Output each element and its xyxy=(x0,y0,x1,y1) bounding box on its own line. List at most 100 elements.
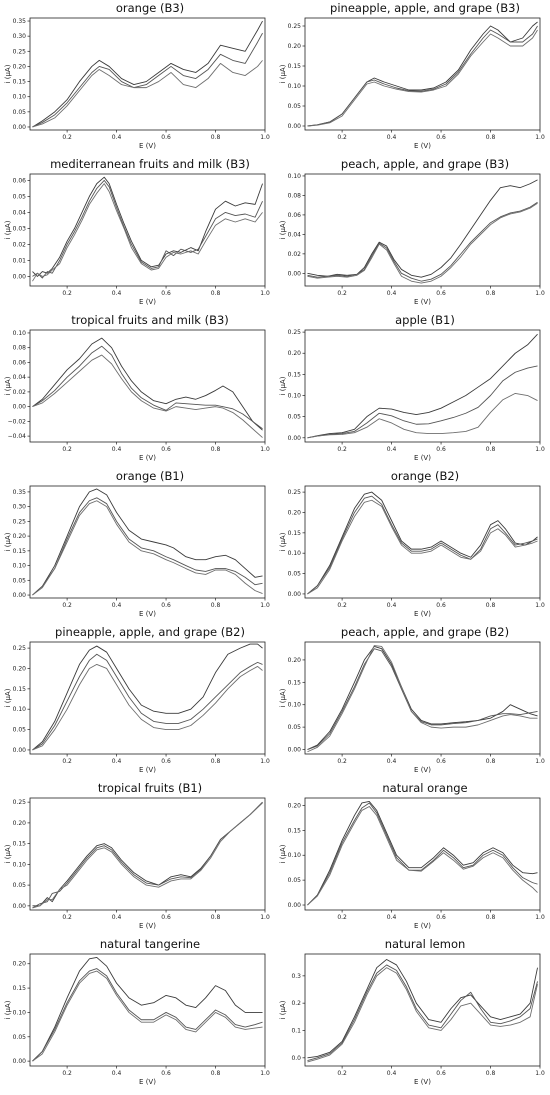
x-tick-label: 0.8 xyxy=(486,1070,496,1077)
y-tick-label: 0.0 xyxy=(291,1055,301,1062)
series-line xyxy=(32,345,263,430)
plot-frame xyxy=(304,329,541,443)
x-tick-label: 0.4 xyxy=(387,290,397,297)
y-tick-label: 0.00 xyxy=(288,902,302,909)
y-tick-label: −0.04 xyxy=(8,433,27,440)
x-tick-label: 1.0 xyxy=(260,914,270,921)
chart-panel: natural orange 0.2 0.4 0.6 0.8 1.0 0.00 0.05 0.1… xyxy=(275,780,550,936)
x-tick-label: 0.6 xyxy=(161,446,171,453)
x-tick-label: 0.6 xyxy=(436,446,446,453)
chart-title: apple (B1) xyxy=(395,313,455,327)
y-tick-label: 0.05 xyxy=(13,193,27,200)
y-tick-label: 0.05 xyxy=(13,1034,27,1041)
plot-frame xyxy=(304,17,541,131)
y-tick-label: 0.10 xyxy=(13,706,27,713)
y-tick-label: 0.15 xyxy=(13,841,27,848)
y-tick-label: 0.06 xyxy=(13,359,27,366)
chart-panel: tropical fruits and milk (B3) 0.2 0.4 0.6 0.… xyxy=(0,312,275,468)
y-tick-label: 0.10 xyxy=(288,393,302,400)
y-tick-label: 0.00 xyxy=(13,592,27,599)
x-axis-label: E (V) xyxy=(139,922,156,930)
y-tick-label: 0.10 xyxy=(13,563,27,570)
chart-plot: 0.2 0.4 0.6 0.8 1.0 0.00 0.05 0.10 0.15 0.20 0.25 0… xyxy=(4,485,270,618)
y-tick-label: 0.25 xyxy=(13,518,27,525)
x-axis-label: E (V) xyxy=(414,610,431,618)
plot-frame xyxy=(29,17,266,131)
x-tick-label: 0.8 xyxy=(211,914,221,921)
y-tick-label: 0.10 xyxy=(288,173,302,180)
y-tick-label: 0.06 xyxy=(13,177,27,184)
chart-plot: 0.2 0.4 0.6 0.8 1.0 0.00 0.05 0.10 0.15 0.20 0.25 E… xyxy=(279,485,545,618)
x-tick-label: 0.4 xyxy=(387,1070,397,1077)
series-line xyxy=(32,500,263,596)
x-tick-label: 0.6 xyxy=(436,914,446,921)
y-tick-label: 0.25 xyxy=(13,799,27,806)
x-tick-label: 0.8 xyxy=(486,602,496,609)
y-tick-label: 0.10 xyxy=(288,852,302,859)
series-line xyxy=(307,179,538,278)
series-line xyxy=(307,959,538,1059)
y-tick-label: 0.10 xyxy=(13,861,27,868)
y-tick-label: 0.00 xyxy=(288,747,302,754)
series-line xyxy=(307,802,538,906)
y-tick-label: 0.05 xyxy=(13,109,27,116)
y-tick-label: 0.04 xyxy=(288,231,302,238)
chart-panel: natural lemon 0.2 0.4 0.6 0.8 1.0 0.0 0.1 0.2 0.3… xyxy=(275,936,550,1092)
y-tick-label: 0.20 xyxy=(288,350,302,357)
x-axis-label: E (V) xyxy=(139,142,156,150)
y-tick-label: 0.15 xyxy=(288,63,302,70)
series-line xyxy=(32,802,263,909)
x-tick-label: 0.8 xyxy=(211,134,221,141)
chart-title: mediterranean fruits and milk (B3) xyxy=(50,157,250,171)
y-tick-label: 0.05 xyxy=(13,727,27,734)
y-tick-label: 0.10 xyxy=(13,1009,27,1016)
plot-frame xyxy=(304,173,541,287)
x-tick-label: 0.2 xyxy=(337,446,347,453)
x-tick-label: 1.0 xyxy=(535,134,545,141)
chart-title: orange (B1) xyxy=(115,469,185,483)
y-tick-label: 0.10 xyxy=(288,702,302,709)
y-tick-label: 0.05 xyxy=(288,724,302,731)
y-tick-label: 0.15 xyxy=(13,79,27,86)
x-tick-label: 1.0 xyxy=(260,290,270,297)
x-tick-label: 0.4 xyxy=(112,1070,122,1077)
y-tick-label: 0.25 xyxy=(13,48,27,55)
x-tick-label: 0.4 xyxy=(387,914,397,921)
chart-panel: orange (B2) 0.2 0.4 0.6 0.8 1.0 0.00 0.05 0.10 0.… xyxy=(275,468,550,624)
x-tick-label: 0.8 xyxy=(211,602,221,609)
x-tick-label: 1.0 xyxy=(535,446,545,453)
x-tick-label: 0.2 xyxy=(62,758,72,765)
series-line xyxy=(32,183,263,282)
y-axis-label: i (μA) xyxy=(279,844,287,863)
x-tick-label: 0.4 xyxy=(112,602,122,609)
x-tick-label: 1.0 xyxy=(260,758,270,765)
plot-frame xyxy=(304,953,541,1067)
x-tick-label: 0.2 xyxy=(62,446,72,453)
series-line xyxy=(32,497,263,596)
y-tick-label: 0.35 xyxy=(13,489,27,496)
chart-plot: 0.2 0.4 0.6 0.8 1.0 0.00 0.05 0.10 0.15 0.20 0.25 E… xyxy=(4,641,270,774)
series-line xyxy=(32,663,263,751)
y-tick-label: 0.10 xyxy=(13,330,27,337)
chart-plot: 0.2 0.4 0.6 0.8 1.0 −0.04 −0.02 0.00 0.02 0.04 0.0… xyxy=(4,329,270,462)
series-line xyxy=(307,491,538,595)
y-tick-label: 0.25 xyxy=(288,489,302,496)
series-line xyxy=(32,60,263,128)
chart-title: natural lemon xyxy=(384,937,466,951)
x-tick-label: 0.6 xyxy=(436,134,446,141)
chart-title: natural tangerine xyxy=(99,937,201,951)
chart-panel: tropical fruits (B1) 0.2 0.4 0.6 0.8 1.0 0.00 0… xyxy=(0,780,275,936)
chart-plot: 0.2 0.4 0.6 0.8 1.0 0.00 0.02 0.04 0.06 0.08 0.10 E… xyxy=(279,173,545,306)
chart-plot: 0.2 0.4 0.6 0.8 1.0 0.00 0.05 0.10 0.15 0.20 0.25 0… xyxy=(4,17,270,150)
series-line xyxy=(307,495,538,595)
y-axis-label: i (μA) xyxy=(4,844,12,863)
x-tick-label: 0.2 xyxy=(337,602,347,609)
x-tick-label: 1.0 xyxy=(260,602,270,609)
y-tick-label: 0.00 xyxy=(13,903,27,910)
chart-plot: 0.2 0.4 0.6 0.8 1.0 0.00 0.01 0.02 0.03 0.04 0.05 0… xyxy=(4,173,270,306)
series-line xyxy=(307,646,538,750)
y-tick-label: 0.20 xyxy=(288,43,302,50)
y-tick-label: 0.05 xyxy=(288,571,302,578)
x-tick-label: 1.0 xyxy=(535,1070,545,1077)
y-tick-label: 0.00 xyxy=(288,123,302,130)
